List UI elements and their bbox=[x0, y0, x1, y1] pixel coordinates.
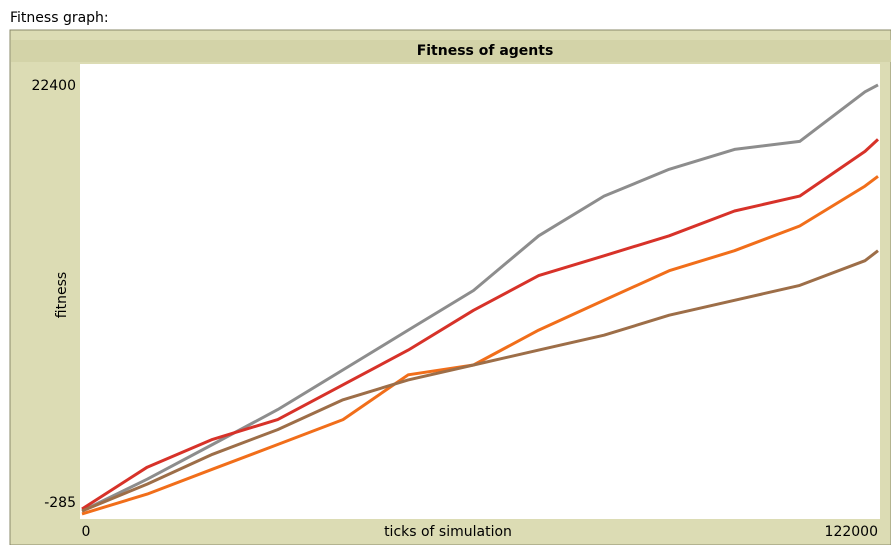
y-tick-label: 22400 bbox=[31, 78, 76, 94]
series-line bbox=[81, 83, 879, 513]
x-tick-label: 0 bbox=[82, 524, 91, 540]
series-line bbox=[81, 249, 879, 513]
x-axis-label: ticks of simulation bbox=[384, 524, 512, 540]
widget-label: Fitness graph: bbox=[10, 10, 109, 26]
series-line bbox=[81, 138, 880, 511]
series-line bbox=[81, 175, 879, 516]
x-tick-label: 122000 bbox=[825, 524, 878, 540]
y-tick-label: -285 bbox=[44, 495, 76, 511]
chart-title: Fitness of agents bbox=[417, 43, 554, 59]
title-bar bbox=[11, 40, 891, 62]
y-axis-label: fitness bbox=[54, 272, 70, 318]
